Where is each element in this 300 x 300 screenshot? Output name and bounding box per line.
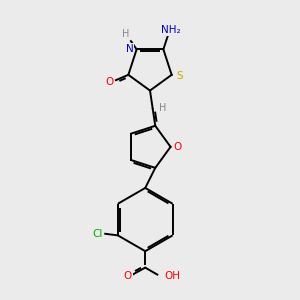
- Text: O: O: [105, 77, 113, 87]
- Text: N: N: [126, 44, 134, 54]
- Text: NH₂: NH₂: [161, 25, 181, 35]
- Text: O: O: [173, 142, 181, 152]
- Text: H: H: [122, 29, 129, 39]
- Text: O: O: [123, 271, 132, 281]
- Text: Cl: Cl: [92, 229, 103, 239]
- Text: H: H: [159, 103, 166, 112]
- Text: S: S: [176, 71, 183, 81]
- Text: OH: OH: [164, 271, 180, 281]
